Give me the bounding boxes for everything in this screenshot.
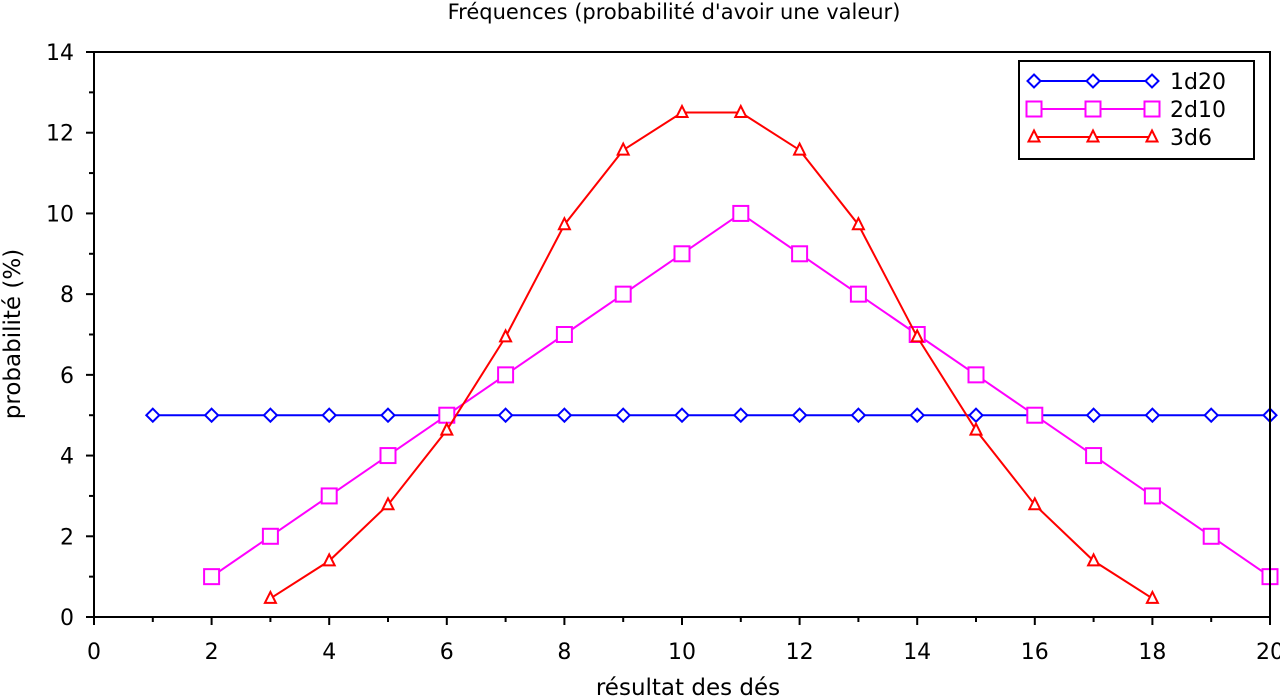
legend-marker-2d10 [1084,100,1102,118]
y-tick-label: 10 [46,202,74,227]
data-point-3d6-4 [322,552,337,567]
x-tick-label: 12 [786,640,814,665]
x-tick-label: 18 [1138,640,1166,665]
data-point-2d10-10 [673,245,691,263]
data-point-3d6-6 [439,421,454,436]
x-axis-title: résultat des dés [596,675,780,697]
series-1d20 [144,407,1278,424]
legend-marker-1d20 [1085,73,1101,89]
data-point-2d10-9 [614,285,632,303]
x-tick-label: 14 [903,640,931,665]
y-tick-label: 0 [60,606,74,631]
y-tick-label: 4 [60,445,74,470]
x-axis: 0 2 4 6 8 10 12 14 16 18 20 [87,617,1280,665]
series-line-3d6 [269,111,1153,600]
chart-title: Fréquences (probabilité d'avoir une vale… [448,0,901,24]
data-point-3d6-9 [616,141,631,156]
data-point-2d10-18 [1143,487,1161,505]
data-point-2d10-15 [967,366,985,384]
legend-label-1d20: 1d20 [1170,70,1226,95]
y-tick-label: 2 [60,525,74,550]
data-point-3d6-17 [1086,552,1101,567]
data-point-2d10-5 [379,447,397,465]
x-tick-label: 16 [1021,640,1049,665]
data-point-1d20-9 [615,407,632,424]
data-point-1d20-7 [497,407,514,424]
data-point-1d20-3 [262,407,279,424]
data-point-3d6-10 [674,103,690,119]
legend-marker-3d6 [1026,128,1042,143]
data-point-2d10-13 [849,285,867,303]
x-tick-label: 0 [87,640,101,665]
data-point-2d10-8 [555,326,573,343]
x-tick-label: 20 [1256,640,1280,665]
data-point-1d20-14 [909,407,926,424]
data-point-1d20-12 [791,407,808,424]
data-point-1d20-15 [968,407,984,424]
legend-marker-1d20 [1144,73,1160,89]
series-2d10 [203,204,1279,586]
data-point-2d10-4 [320,487,338,505]
data-point-1d20-5 [380,407,396,424]
legend-marker-3d6 [1144,128,1160,143]
data-point-3d6-16 [1027,496,1042,511]
data-point-3d6-7 [498,328,513,343]
data-point-2d10-17 [1085,447,1103,465]
data-point-1d20-13 [850,407,867,424]
data-point-3d6-11 [733,103,748,119]
data-point-1d20-1 [144,407,161,424]
x-tick-label: 4 [322,640,336,665]
legend-label-2d10: 2d10 [1170,98,1226,123]
y-tick-label: 6 [60,364,74,389]
y-axis-title: probabilité (%) [0,249,26,419]
legend-marker-1d20 [1026,73,1042,89]
series-layer [144,103,1279,604]
data-point-1d20-4 [321,407,338,424]
data-point-2d10-2 [203,568,221,586]
legend-marker-2d10 [1143,100,1161,118]
data-point-2d10-12 [791,245,809,263]
data-point-1d20-17 [1085,407,1102,424]
data-point-1d20-18 [1144,407,1161,424]
data-point-1d20-2 [203,407,220,424]
data-point-3d6-13 [851,215,866,231]
data-point-3d6-5 [380,496,396,511]
data-point-2d10-11 [732,204,750,222]
y-tick-label: 14 [46,41,74,66]
x-tick-label: 2 [205,640,219,665]
legend: 1d20 2d10 3d6 [1018,60,1255,160]
data-point-2d10-16 [1026,406,1044,424]
data-point-1d20-10 [674,407,690,424]
y-tick-label: 12 [46,122,74,147]
y-tick-label: 8 [60,283,74,308]
x-tick-label: 8 [557,640,571,665]
legend-marker-2d10 [1025,100,1043,118]
legend-label-3d6: 3d6 [1170,126,1212,151]
data-point-3d6-8 [557,215,572,231]
data-point-1d20-8 [556,407,573,424]
data-point-2d10-7 [497,366,515,384]
data-point-3d6-15 [968,421,984,436]
data-point-2d10-3 [261,527,279,545]
data-point-3d6-12 [792,141,807,156]
data-point-3d6-14 [910,328,925,343]
x-tick-label: 6 [440,640,454,665]
x-tick-label: 10 [668,640,696,665]
data-point-3d6-18 [1145,589,1160,604]
series-3d6 [263,103,1160,604]
data-point-3d6-3 [263,589,278,604]
legend-marker-3d6 [1085,128,1101,143]
data-point-2d10-19 [1202,527,1220,545]
data-point-1d20-19 [1203,407,1220,424]
y-axis: 0 2 4 6 8 10 12 14 [46,41,94,631]
data-point-1d20-11 [732,407,749,424]
